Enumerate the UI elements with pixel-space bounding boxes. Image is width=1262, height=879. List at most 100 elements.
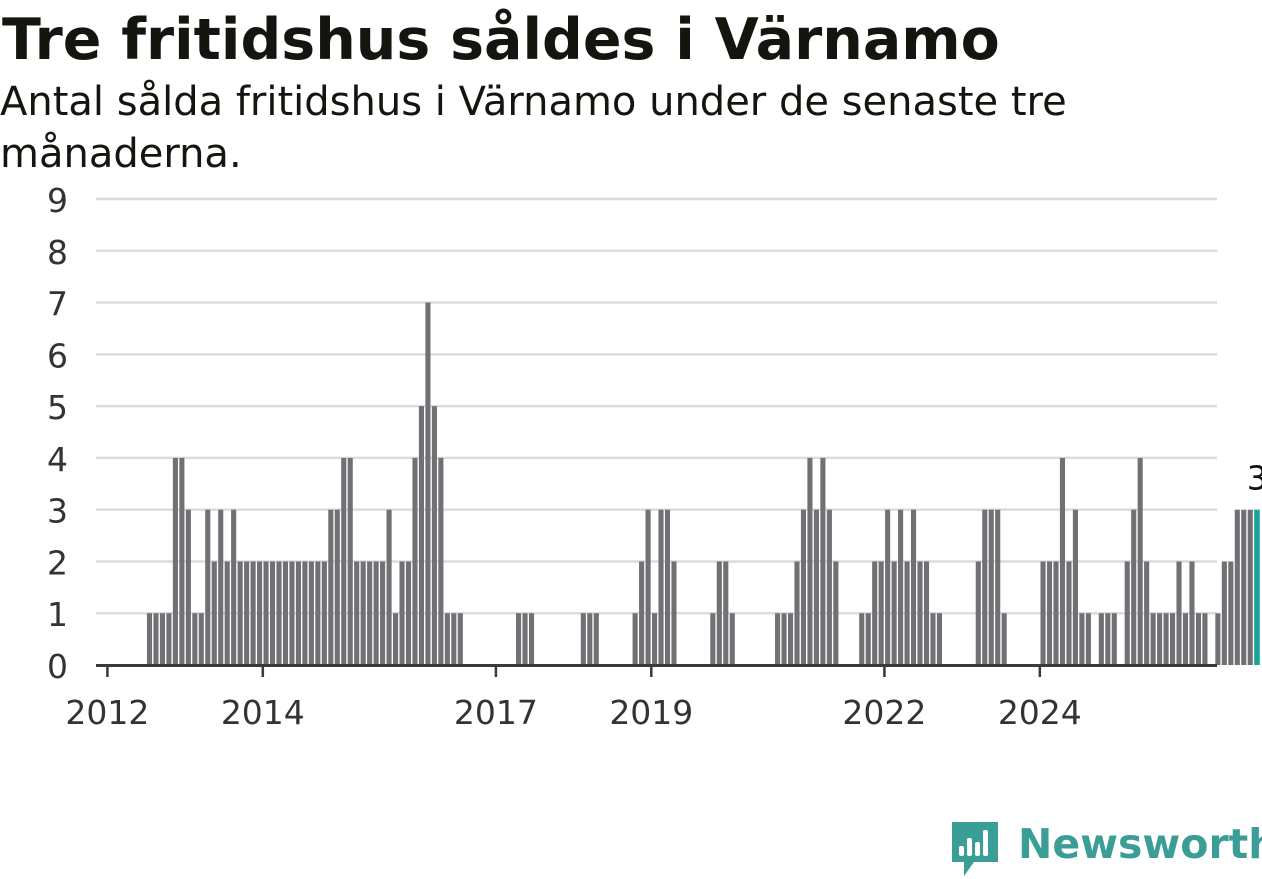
bar (380, 561, 386, 665)
bar (289, 561, 295, 665)
bar (891, 561, 897, 665)
bar (982, 509, 988, 665)
bar (580, 613, 586, 665)
bar (211, 561, 217, 665)
last-value-label: 3 (1247, 459, 1262, 498)
bar (334, 509, 340, 665)
bar (393, 613, 399, 665)
bar (859, 613, 865, 665)
y-tick-label: 5 (47, 388, 68, 427)
bar (1234, 509, 1240, 665)
bar (250, 561, 256, 665)
bar (315, 561, 321, 665)
bar (781, 613, 787, 665)
bar (872, 561, 878, 665)
y-tick-label: 7 (47, 285, 68, 324)
bar (723, 561, 729, 665)
bar (1059, 457, 1066, 665)
y-tick-label: 1 (47, 595, 68, 634)
bar (257, 561, 263, 665)
bar (1254, 509, 1260, 665)
bar (807, 457, 813, 665)
bar (1144, 561, 1150, 665)
bar (865, 613, 871, 665)
bar (729, 613, 735, 665)
bar (354, 561, 360, 665)
y-tick-label: 8 (47, 233, 68, 272)
bar (1182, 613, 1189, 665)
bar (716, 561, 722, 665)
chart-title: Tre fritidshus såldes i Värnamo (2, 7, 1000, 73)
bar (438, 457, 444, 665)
bar (205, 509, 211, 665)
bar (237, 561, 243, 665)
y-tick-label: 3 (47, 492, 68, 531)
bar (1079, 613, 1085, 665)
bar (276, 561, 282, 665)
bar (1066, 561, 1072, 665)
bar (820, 457, 826, 665)
bar (1150, 613, 1156, 665)
y-tick-label: 4 (47, 440, 68, 479)
bar (269, 561, 276, 665)
y-tick-label: 9 (47, 181, 68, 220)
bar (833, 561, 839, 665)
bar (373, 561, 379, 665)
bar (587, 613, 593, 665)
bar (975, 561, 981, 665)
bar (192, 613, 198, 665)
bar (1085, 613, 1091, 665)
bar (1111, 613, 1117, 665)
x-tick-label: 2014 (221, 693, 305, 732)
bar (632, 613, 638, 665)
bar (218, 509, 224, 665)
bar (904, 561, 910, 665)
x-tick-label: 2012 (65, 693, 149, 732)
bar (664, 509, 671, 665)
bar (159, 613, 165, 665)
bar (1241, 509, 1247, 665)
bar (146, 613, 153, 665)
bar (710, 613, 716, 665)
bar (425, 302, 431, 665)
bar (405, 561, 412, 665)
bar (431, 406, 437, 665)
bar (302, 561, 308, 665)
bar (1053, 561, 1059, 665)
bar (451, 613, 457, 665)
bar (1228, 561, 1234, 665)
bar (930, 613, 936, 665)
x-tick-label: 2022 (842, 693, 926, 732)
bar (1157, 613, 1163, 665)
bars (146, 302, 1260, 665)
bar (1072, 509, 1078, 665)
bar (995, 509, 1001, 665)
bar (308, 561, 314, 665)
last-value-label-halo: 3 (1247, 459, 1262, 498)
bar (185, 509, 191, 665)
bar (282, 561, 289, 665)
gridlines (96, 197, 1217, 615)
x-tick-label: 2024 (998, 693, 1082, 732)
bar (1131, 509, 1137, 665)
bar (341, 457, 347, 665)
bar (813, 509, 819, 665)
bar (198, 613, 204, 665)
bar (1137, 457, 1143, 665)
bar (412, 457, 418, 665)
bar (386, 509, 392, 665)
bar (516, 613, 522, 665)
bar (321, 561, 327, 665)
bar (652, 613, 658, 665)
bar (172, 457, 178, 665)
data-labels: 33 (1243, 455, 1262, 502)
bar (399, 561, 405, 665)
bar (923, 561, 930, 665)
x-tick-label: 2017 (454, 693, 538, 732)
bar (457, 613, 463, 665)
bar (328, 509, 334, 665)
bar (179, 457, 185, 665)
bar (244, 561, 250, 665)
bar (1215, 613, 1221, 665)
y-tick-label: 0 (47, 647, 68, 686)
